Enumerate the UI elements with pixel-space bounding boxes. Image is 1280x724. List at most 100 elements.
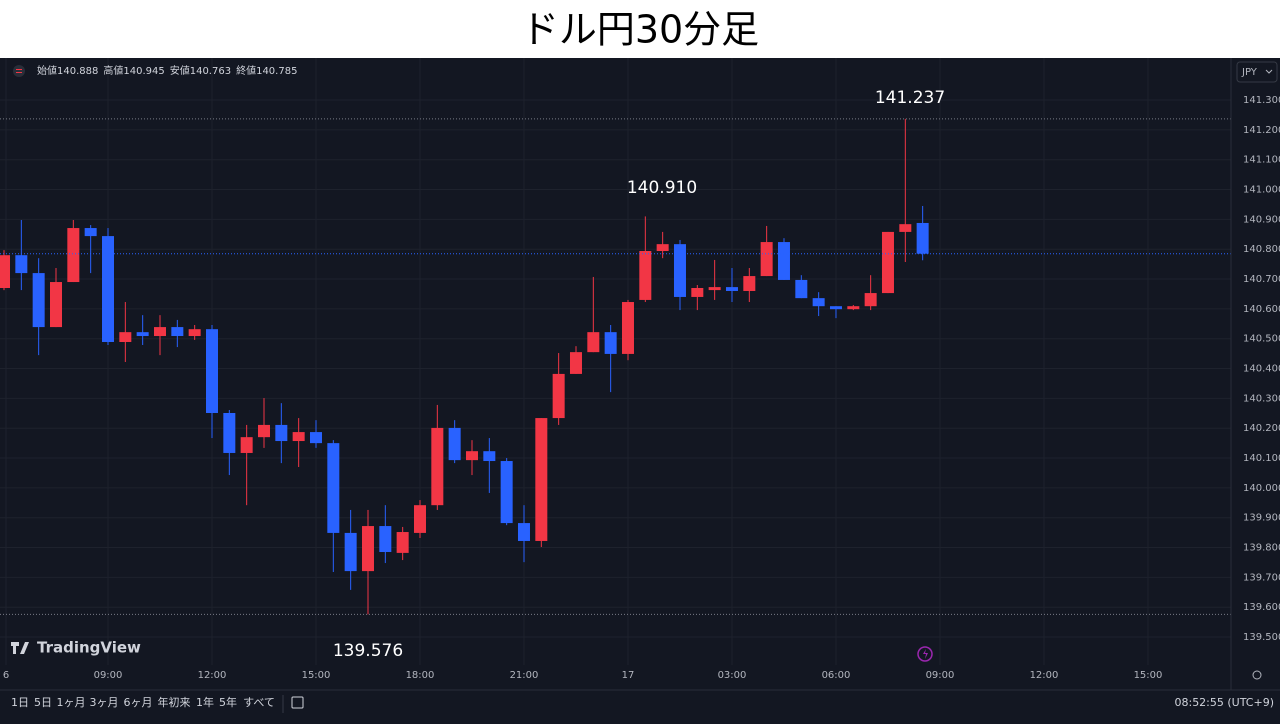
candle-body — [49, 282, 62, 328]
y-tick-label: 140.100 — [1243, 453, 1280, 464]
symbol-icon — [13, 65, 25, 77]
candle-body — [899, 224, 912, 232]
symbol-icon-lines — [16, 69, 22, 73]
x-tick-label: 21:00 — [510, 670, 539, 681]
candle-body — [829, 306, 842, 310]
candle-body — [275, 424, 288, 442]
candle-body — [379, 526, 392, 553]
candle-body — [483, 451, 496, 462]
candle-body — [153, 327, 166, 337]
candle-body — [431, 427, 444, 506]
peak-annotation: 140.910 — [627, 178, 697, 198]
y-tick-label: 141.300 — [1243, 95, 1280, 106]
range-button[interactable]: 3ヶ月 — [90, 696, 119, 709]
candle-body — [413, 505, 426, 533]
legend-value: 140.945 — [123, 66, 164, 77]
range-button[interactable]: 1ヶ月 — [57, 696, 86, 709]
events-icon[interactable] — [917, 646, 933, 662]
high-annotation: 141.237 — [875, 88, 945, 108]
candle-body — [847, 306, 860, 310]
y-tick-label: 140.800 — [1243, 244, 1280, 255]
candle-body — [32, 273, 45, 328]
x-tick-label: 09:00 — [94, 670, 123, 681]
y-tick-label: 140.400 — [1243, 364, 1280, 375]
range-button[interactable]: 1日 — [11, 696, 29, 709]
candle-body — [812, 298, 825, 307]
candle-body — [673, 244, 686, 297]
range-button[interactable]: 5年 — [219, 695, 237, 709]
candle-body — [569, 352, 582, 374]
settings-icon[interactable] — [1252, 670, 1262, 680]
candle-body — [639, 251, 652, 300]
y-tick-label: 139.800 — [1243, 543, 1280, 554]
x-tick-label: 12:00 — [198, 670, 227, 681]
y-tick-label: 140.500 — [1243, 334, 1280, 345]
page-title: ドル円30分足 — [521, 8, 759, 52]
header-band — [0, 0, 1280, 58]
logo-mark — [11, 642, 29, 654]
low-annotation: 139.576 — [333, 641, 403, 661]
y-tick-label: 139.600 — [1243, 602, 1280, 613]
candle-body — [257, 424, 270, 438]
range-button[interactable]: 5日 — [34, 696, 52, 709]
y-tick-label: 139.700 — [1243, 572, 1280, 583]
x-tick-label: 18:00 — [406, 670, 435, 681]
range-button[interactable]: 6ヶ月 — [124, 696, 153, 709]
calendar-icon[interactable] — [291, 696, 304, 709]
candle-body — [327, 443, 340, 533]
candle-body — [84, 228, 97, 237]
chart-panel — [0, 58, 1280, 720]
candle-body — [535, 418, 548, 541]
candle-body — [396, 532, 409, 553]
range-button[interactable]: すべて — [243, 696, 275, 709]
candle-body — [552, 373, 565, 419]
range-button[interactable]: 年初来 — [158, 695, 191, 709]
currency: JPY — [1241, 67, 1258, 78]
legend-label: 終値 — [236, 64, 256, 77]
candle-body — [708, 287, 721, 291]
y-tick-label: 140.200 — [1243, 423, 1280, 434]
events-bolt — [923, 649, 928, 659]
legend-label: 始値 — [37, 64, 57, 77]
y-tick-label: 140.000 — [1243, 483, 1280, 494]
candle-body — [465, 451, 478, 461]
y-tick-label: 140.300 — [1243, 393, 1280, 404]
y-tick-label: 140.900 — [1243, 214, 1280, 225]
legend-label: 安値 — [170, 64, 190, 77]
brand-logo: TradingView — [11, 639, 141, 657]
brand-name: TradingView — [37, 639, 141, 657]
x-tick-label: 17 — [622, 670, 635, 681]
candle-body — [517, 523, 530, 541]
candle-body — [205, 329, 218, 413]
candle-body — [604, 332, 617, 354]
x-tick-label: 6 — [3, 670, 9, 681]
candle-body — [171, 327, 184, 337]
x-tick-label: 12:00 — [1030, 670, 1059, 681]
currency-button[interactable] — [1236, 61, 1278, 83]
y-tick-label: 140.700 — [1243, 274, 1280, 285]
candle-body — [795, 279, 808, 299]
candle-body — [361, 526, 374, 572]
candle-body — [743, 276, 756, 291]
ohlc-legend: 始値140.888 高値140.945 安値140.763 終値140.785 — [37, 64, 297, 77]
x-tick-label: 15:00 — [302, 670, 331, 681]
candle-body — [101, 236, 114, 342]
y-tick-label: 140.600 — [1243, 304, 1280, 315]
candle-body — [0, 255, 10, 289]
plot — [0, 118, 1231, 615]
candle-body — [691, 288, 704, 297]
clock: 08:52:55 (UTC+9) — [1174, 696, 1274, 709]
candle-body — [223, 412, 236, 453]
legend-value: 140.888 — [57, 66, 98, 77]
x-tick-label: 06:00 — [822, 670, 851, 681]
candle-body — [587, 332, 600, 353]
candle-body — [656, 244, 669, 252]
y-tick-label: 139.500 — [1243, 632, 1280, 643]
x-tick-label: 15:00 — [1134, 670, 1163, 681]
candle-body — [448, 427, 461, 461]
candle-body — [15, 255, 28, 274]
toolbar: 1日 5日 1ヶ月 3ヶ月 6ヶ月 年初来 1年 5年 すべて — [11, 695, 275, 709]
range-button[interactable]: 1年 — [196, 695, 214, 709]
